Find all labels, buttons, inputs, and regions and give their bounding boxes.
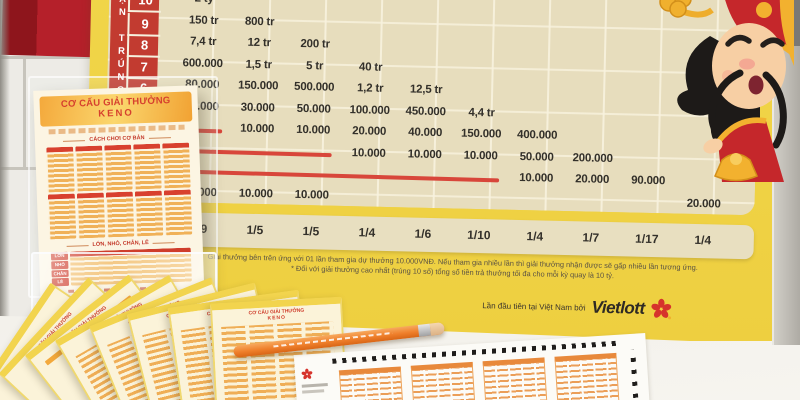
mini-paytable <box>134 190 163 237</box>
prize-cell: 10.000 <box>294 188 329 202</box>
leaflet-subtitle-textline <box>48 124 185 135</box>
tile-grout <box>0 56 112 59</box>
god-of-wealth-mascot <box>659 0 794 182</box>
odds-cell: 1/5 <box>246 222 264 238</box>
prize-cell: 20.000 <box>686 197 721 211</box>
prize-cell: 50.000 <box>519 150 554 164</box>
number-grid-panel <box>410 361 477 400</box>
prize-cell: 150.000 <box>460 127 502 141</box>
adjacent-red-poster-corner <box>1 0 95 58</box>
odds-cell: 1/5 <box>302 224 320 239</box>
slip-text-line <box>302 389 325 394</box>
prize-cell: 4,4 tr <box>468 106 495 119</box>
prize-cell: 200.000 <box>572 151 613 165</box>
prize-cell: 12,5 tr <box>409 83 443 97</box>
prize-cell: 5 tr <box>305 59 324 72</box>
odds-cell: 1/17 <box>634 231 659 247</box>
timing-marks-right <box>630 349 639 400</box>
odds-cell: 1/7 <box>582 230 600 245</box>
mini-paytable <box>74 145 104 192</box>
vietlott-wordmark: Vietlott <box>591 297 645 318</box>
mascot-mouth <box>748 75 764 95</box>
mini-paytable <box>161 142 191 189</box>
mascot-mustache <box>708 69 744 139</box>
prize-cell: 12 tr <box>247 36 271 50</box>
odds-cell: 1/4 <box>694 232 712 248</box>
mini-paytable <box>47 193 76 240</box>
row-label: 10 <box>127 0 162 13</box>
tagline-text: Lần đầu tiên tại Việt Nam bởi <box>482 300 586 312</box>
prize-cell: 150.000 <box>237 79 279 93</box>
mini-paytable <box>163 189 192 236</box>
prize-cell: 10.000 <box>351 146 386 160</box>
vietlott-flower-icon <box>651 298 672 320</box>
prize-cell: 1,2 tr <box>356 82 384 95</box>
prize-cell: 10.000 <box>238 187 273 200</box>
prize-cell: 500.000 <box>293 80 335 94</box>
prize-cell: 30.000 <box>240 101 275 114</box>
keno-bet-slip <box>293 333 651 400</box>
leaflet-header: CƠ CẤU GIẢI THƯỞNG KENO <box>39 91 193 127</box>
tile-grout <box>23 56 26 170</box>
ruyi-scepter-icon <box>683 7 714 18</box>
prize-cell: 7,4 tr <box>189 35 217 49</box>
vietlott-flower-icon <box>301 368 313 380</box>
mini-paytable <box>105 191 134 238</box>
odds-cell: 1/6 <box>414 226 432 241</box>
mini-paytable <box>45 146 75 193</box>
row-label: 8 <box>126 34 161 58</box>
prize-cell: 200 tr <box>300 37 331 51</box>
mini-paytable <box>132 143 162 190</box>
number-grid-panel <box>482 357 548 400</box>
prize-cell: 10.000 <box>463 149 498 162</box>
keno-prize-poster: BẠN TRÚNG 10 9 8 7 6 2 tỷ 150 tr 800 tr … <box>83 0 785 346</box>
odds-cell: 1/4 <box>526 229 544 244</box>
prize-cell: 10.000 <box>519 171 554 185</box>
prize-cell: 450.000 <box>405 104 446 118</box>
gold-ingot-icon <box>714 153 758 182</box>
prize-cell: 10.000 <box>240 122 275 136</box>
prize-cell: 800 tr <box>244 15 275 28</box>
number-grid-panel <box>554 352 620 400</box>
odds-cell: 1/10 <box>467 227 491 243</box>
prize-cell: 150 tr <box>188 13 219 27</box>
prize-cell: 40 tr <box>358 60 383 74</box>
prize-cell: 20.000 <box>575 173 610 186</box>
prize-cell: 10.000 <box>296 123 331 137</box>
prize-cell: 40.000 <box>408 126 443 140</box>
prize-cell: 1,5 tr <box>245 58 272 71</box>
poster-tagline-row: Lần đầu tiên tại Việt Nam bởi Vietlott <box>482 294 752 322</box>
mini-paytable <box>103 144 133 191</box>
row-label: 9 <box>127 12 161 37</box>
prize-cell: 20.000 <box>352 125 387 138</box>
prize-cell: 10.000 <box>407 147 442 161</box>
prize-cell: 400.000 <box>516 128 558 142</box>
left-edge-shadow <box>0 0 10 400</box>
slip-text-line <box>301 383 328 388</box>
odds-cell: 1/4 <box>358 225 376 240</box>
leaflet-paytable-grid <box>41 142 196 240</box>
mascot-hand <box>703 138 723 154</box>
mini-paytable <box>76 192 105 239</box>
prize-cell: 600.000 <box>182 56 223 70</box>
prize-cell: 50.000 <box>296 102 331 116</box>
prize-cell: 100.000 <box>349 103 390 117</box>
number-grid-panel <box>338 366 405 400</box>
